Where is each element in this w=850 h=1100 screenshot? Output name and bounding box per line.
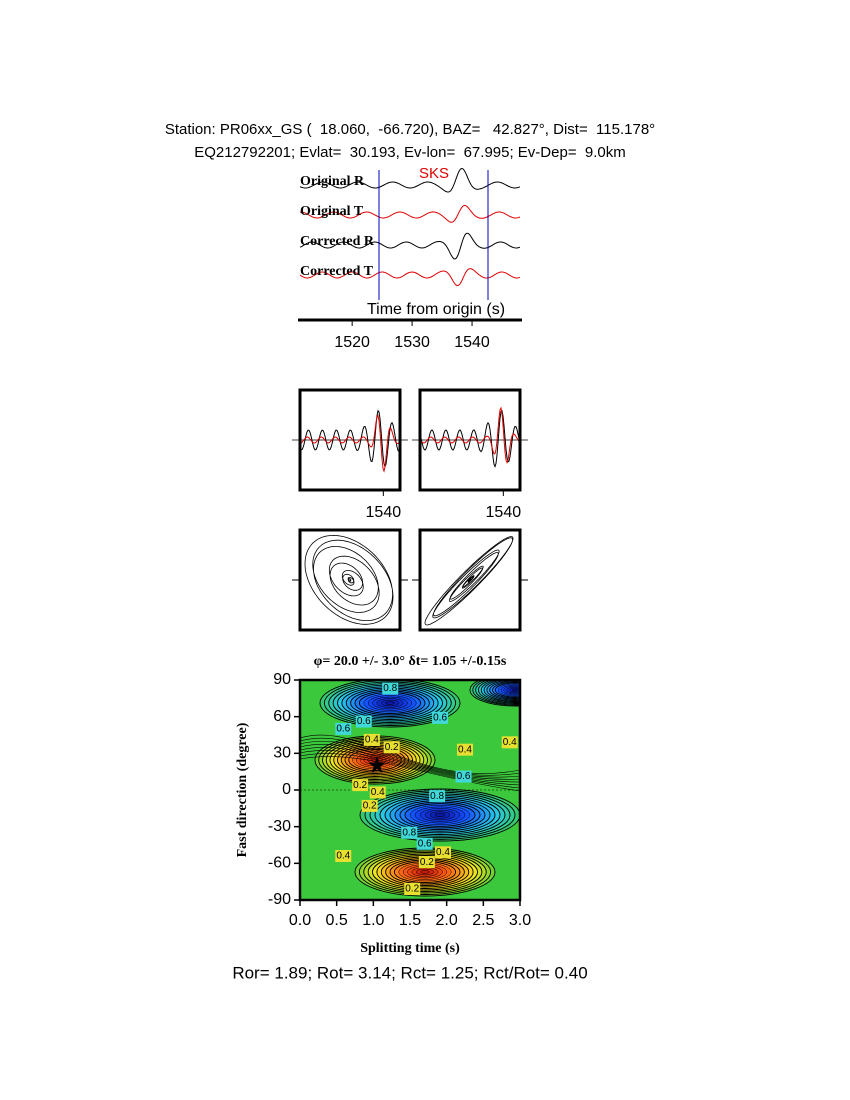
contour-label: 0.4 <box>371 787 385 798</box>
x-tick-label: 3.0 <box>509 912 531 929</box>
contour-label: 0.6 <box>336 724 350 735</box>
contour-label: 0.2 <box>353 780 367 791</box>
x-tick-label: 2.5 <box>472 912 494 929</box>
y-tick-label: 60 <box>273 708 291 725</box>
contour-line <box>300 750 520 786</box>
contour-label: 0.8 <box>402 827 416 838</box>
y-axis-title: Fast direction (degree) <box>235 722 250 857</box>
contour-label-box <box>416 837 433 850</box>
y-tick-label: 30 <box>273 745 291 762</box>
contour-label: 0.2 <box>405 884 419 895</box>
trace <box>299 268 521 286</box>
header-line: EQ212792201; Evlat= 30.193, Ev-lon= 67.9… <box>194 144 626 161</box>
trace <box>299 232 521 260</box>
y-tick-label: -60 <box>268 855 291 872</box>
contour-line <box>300 737 520 776</box>
trace <box>420 409 520 469</box>
contour-label: 0.2 <box>363 801 377 812</box>
contour-label-box <box>429 790 446 803</box>
particle-motion <box>304 534 394 625</box>
trace-label: Original T <box>300 204 364 219</box>
contour-label: 0.4 <box>458 744 472 755</box>
phase-label: SKS <box>419 165 449 182</box>
contour-label-box <box>352 779 369 792</box>
contour-label: 0.8 <box>383 683 397 694</box>
x-axis-title: Splitting time (s) <box>360 941 460 956</box>
contour-line <box>434 813 446 817</box>
contour-label: 0.6 <box>433 713 447 724</box>
contour-label-box <box>355 715 372 728</box>
x-tick-label: 1540 <box>486 504 522 521</box>
contour-label: 0.4 <box>365 735 379 746</box>
contour-label-box <box>435 846 451 859</box>
contour-label-box <box>418 856 435 869</box>
contour-label-box <box>335 850 352 862</box>
trace <box>299 167 521 193</box>
contour-label-box <box>404 883 421 895</box>
contour-label-box <box>455 770 472 783</box>
particle-motion <box>424 536 514 626</box>
contour-label: 0.2 <box>385 742 399 753</box>
frame <box>298 528 402 632</box>
contour-label: 0.8 <box>430 791 444 802</box>
x-tick-label: 1520 <box>334 334 370 351</box>
contour-label-box <box>501 736 518 749</box>
contour-label: 0.2 <box>420 857 434 868</box>
contour-line <box>300 734 520 774</box>
contour-line <box>300 753 520 789</box>
x-tick-label: 0.0 <box>289 912 311 929</box>
chart-title: φ= 20.0 +/- 3.0° δt= 1.05 +/-0.15s <box>314 654 507 669</box>
contour-label-box <box>383 741 400 754</box>
contour-label-box <box>432 711 449 724</box>
y-tick-label: 90 <box>273 671 291 688</box>
trace-label: Original R <box>300 174 365 189</box>
x-axis-title: Time from origin (s) <box>367 301 505 318</box>
trace-label: Corrected T <box>300 264 374 279</box>
frame <box>418 528 522 632</box>
contour-label-box <box>335 722 352 735</box>
trace <box>300 204 521 223</box>
contour-label: 0.4 <box>336 851 350 862</box>
y-tick-label: -90 <box>268 891 291 908</box>
contour-label: 0.6 <box>418 838 432 849</box>
contour-label-box <box>361 799 378 812</box>
x-tick-label: 1540 <box>454 334 490 351</box>
contour-label-box <box>401 826 418 839</box>
x-tick-label: 2.0 <box>436 912 458 929</box>
contour-label: 0.6 <box>457 771 471 782</box>
x-tick-label: 1.0 <box>362 912 384 929</box>
contour-label-box <box>457 743 473 756</box>
contour-line <box>300 740 520 778</box>
contour-line <box>511 688 519 692</box>
contour-line <box>300 756 520 792</box>
best-fit-star <box>368 756 386 773</box>
header-line: Station: PR06xx_GS ( 18.060, -66.720), B… <box>165 121 655 138</box>
y-tick-label: 0 <box>282 781 291 798</box>
contour-label-box <box>382 682 399 695</box>
contour-label-box <box>369 786 386 799</box>
contour-label: 0.4 <box>436 847 450 858</box>
frame <box>418 388 522 492</box>
contour-line <box>300 747 520 783</box>
contour-label: 0.6 <box>357 716 371 727</box>
contour-line <box>300 743 520 780</box>
trace <box>300 414 400 473</box>
trace <box>300 409 400 469</box>
trace-label: Corrected R <box>300 234 375 249</box>
trace <box>420 406 520 464</box>
y-tick-label: -30 <box>268 818 291 835</box>
x-tick-label: 0.5 <box>326 912 348 929</box>
contour-field: 0.80.60.60.40.20.60.40.40.60.20.40.20.80… <box>300 680 520 900</box>
contour-line <box>385 701 395 705</box>
x-tick-label: 1540 <box>366 504 402 521</box>
contour-line <box>420 870 430 874</box>
x-tick-label: 1.5 <box>399 912 421 929</box>
contour-label: 0.4 <box>503 737 517 748</box>
footer: Ror= 1.89; Rot= 3.14; Rct= 1.25; Rct/Rot… <box>232 963 587 982</box>
x-tick-label: 1530 <box>394 334 430 351</box>
contour-label-box <box>363 733 380 746</box>
frame <box>298 388 402 492</box>
